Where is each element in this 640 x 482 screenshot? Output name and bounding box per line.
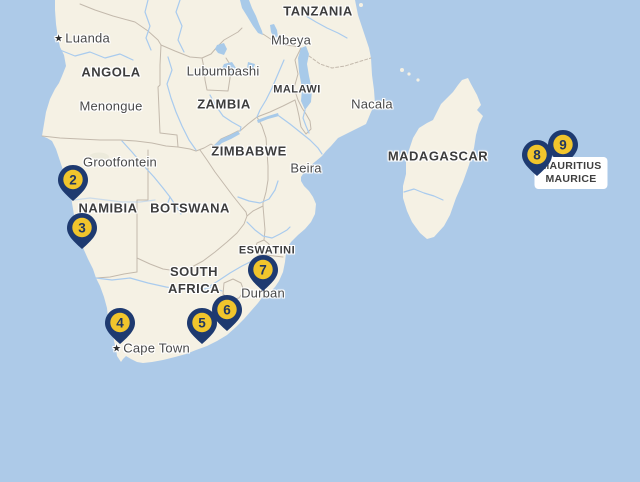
pin-number-badge: [110, 312, 130, 332]
map-pin-5[interactable]: 5: [187, 307, 217, 344]
pin-number-text: 8: [533, 147, 541, 162]
rivers: [59, 0, 444, 292]
map-pin-3[interactable]: 3: [67, 212, 97, 249]
map-pin-6[interactable]: 6: [212, 294, 242, 331]
pin-number-badge: [527, 144, 547, 164]
pin-number-text: 5: [198, 315, 206, 330]
pin-number-badge: [217, 299, 237, 319]
etosha-pan: [89, 152, 109, 162]
pin-number-text: 6: [223, 302, 231, 317]
pin-number-text: 3: [78, 220, 86, 235]
island-madagascar: [403, 78, 483, 239]
pin-number-badge: [192, 312, 212, 332]
map-pin-7[interactable]: 7: [248, 254, 278, 291]
pin-number-badge: [553, 134, 573, 154]
lake-malawi: [298, 46, 312, 110]
map-pin-8[interactable]: 8: [522, 139, 552, 176]
pin-number-text: 2: [69, 172, 77, 187]
lake-tshangalele: [222, 62, 236, 74]
pin-number-badge: [72, 217, 92, 237]
pin-number-badge: [63, 169, 83, 189]
map-pin-9[interactable]: 9: [548, 129, 578, 166]
small-islands: [359, 3, 420, 82]
coastline-africa: [42, 0, 375, 363]
island-label-plate: MAURITIUS MAURICE: [534, 157, 608, 189]
map-pin-2[interactable]: 2: [58, 164, 88, 201]
lake-upemba: [215, 43, 227, 55]
pin-number-text: 7: [259, 262, 267, 277]
lake-tanganyika: [240, 0, 263, 35]
lake-kariba: [213, 131, 240, 149]
lake-rukwa: [270, 24, 278, 38]
pin-number-text: 4: [116, 315, 124, 330]
pin-number-text: 9: [559, 137, 567, 152]
pin-number-badge: [253, 259, 273, 279]
lake-cahora-bassa: [257, 113, 279, 123]
lakes: [213, 0, 312, 149]
map-pin-4[interactable]: 4: [105, 307, 135, 344]
lake-bangweulu: [247, 62, 255, 70]
